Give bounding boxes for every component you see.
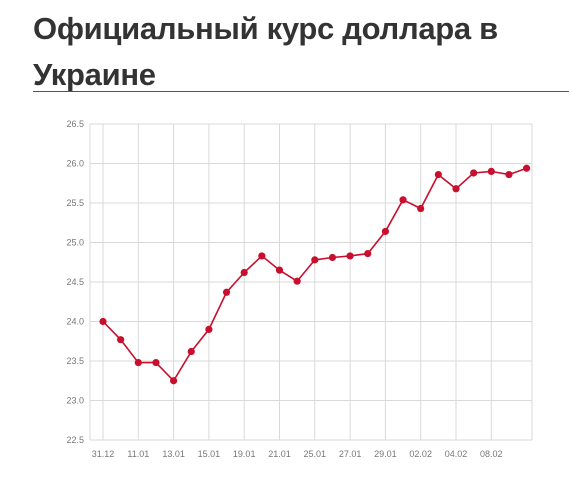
x-tick-label: 29.01 xyxy=(374,449,397,459)
y-tick-label: 22.5 xyxy=(66,435,84,445)
data-point xyxy=(258,252,266,260)
data-point xyxy=(346,252,354,260)
data-point xyxy=(152,358,160,367)
x-tick-label: 21.01 xyxy=(268,449,291,459)
x-tick-label: 11.01 xyxy=(127,449,149,459)
y-tick-label: 25.5 xyxy=(66,198,84,208)
y-axis-labels: 22.5 23.0 23.5 24.0 24.5 25.0 25.5 26.0 26.5 xyxy=(66,119,84,445)
data-point xyxy=(187,347,195,356)
y-tick-label: 24.0 xyxy=(66,317,84,327)
data-point xyxy=(311,256,319,264)
data-point xyxy=(240,268,248,277)
x-tick-label: 13.01 xyxy=(162,449,185,459)
data-point xyxy=(523,164,531,172)
data-point xyxy=(505,170,513,179)
y-gridlines xyxy=(90,123,532,441)
series-usd-rate xyxy=(99,164,531,385)
data-point xyxy=(364,249,372,258)
data-point xyxy=(205,325,213,333)
data-point xyxy=(99,317,107,326)
data-point xyxy=(470,169,478,177)
data-point xyxy=(328,253,337,262)
data-point xyxy=(417,204,425,213)
x-tick-label: 31.12 xyxy=(92,449,115,459)
x-tick-label: 02.02 xyxy=(409,449,432,459)
data-point xyxy=(487,167,495,175)
y-tick-label: 24.5 xyxy=(66,277,84,287)
x-tick-label: 04.02 xyxy=(445,449,468,459)
x-tick-label: 27.01 xyxy=(339,449,362,459)
x-tick-label: 19.01 xyxy=(233,449,256,459)
data-point xyxy=(222,288,231,296)
y-tick-label: 23.0 xyxy=(66,396,84,406)
data-point xyxy=(434,170,442,179)
y-tick-label: 25.0 xyxy=(66,238,84,248)
y-tick-label: 23.5 xyxy=(66,356,84,366)
data-point xyxy=(170,377,178,385)
y-tick-label: 26.5 xyxy=(66,119,84,129)
data-point xyxy=(452,185,460,193)
y-tick-label: 26.0 xyxy=(66,159,84,169)
data-point xyxy=(381,227,389,236)
x-axis-labels: 31.12 11.01 13.01 15.01 19.01 21.01 25.01 27.01… xyxy=(92,449,503,459)
title-divider xyxy=(33,91,569,92)
page-title: Официальный курс доллара в Украине xyxy=(33,11,498,92)
x-tick-label: 15.01 xyxy=(198,449,221,459)
x-tick-label: 25.01 xyxy=(304,449,327,459)
x-gridlines xyxy=(89,124,533,440)
data-point xyxy=(399,196,407,204)
data-point xyxy=(293,277,301,285)
x-tick-label: 08.02 xyxy=(480,449,503,459)
data-point xyxy=(275,266,284,274)
data-point xyxy=(117,336,125,344)
data-point xyxy=(134,358,142,367)
